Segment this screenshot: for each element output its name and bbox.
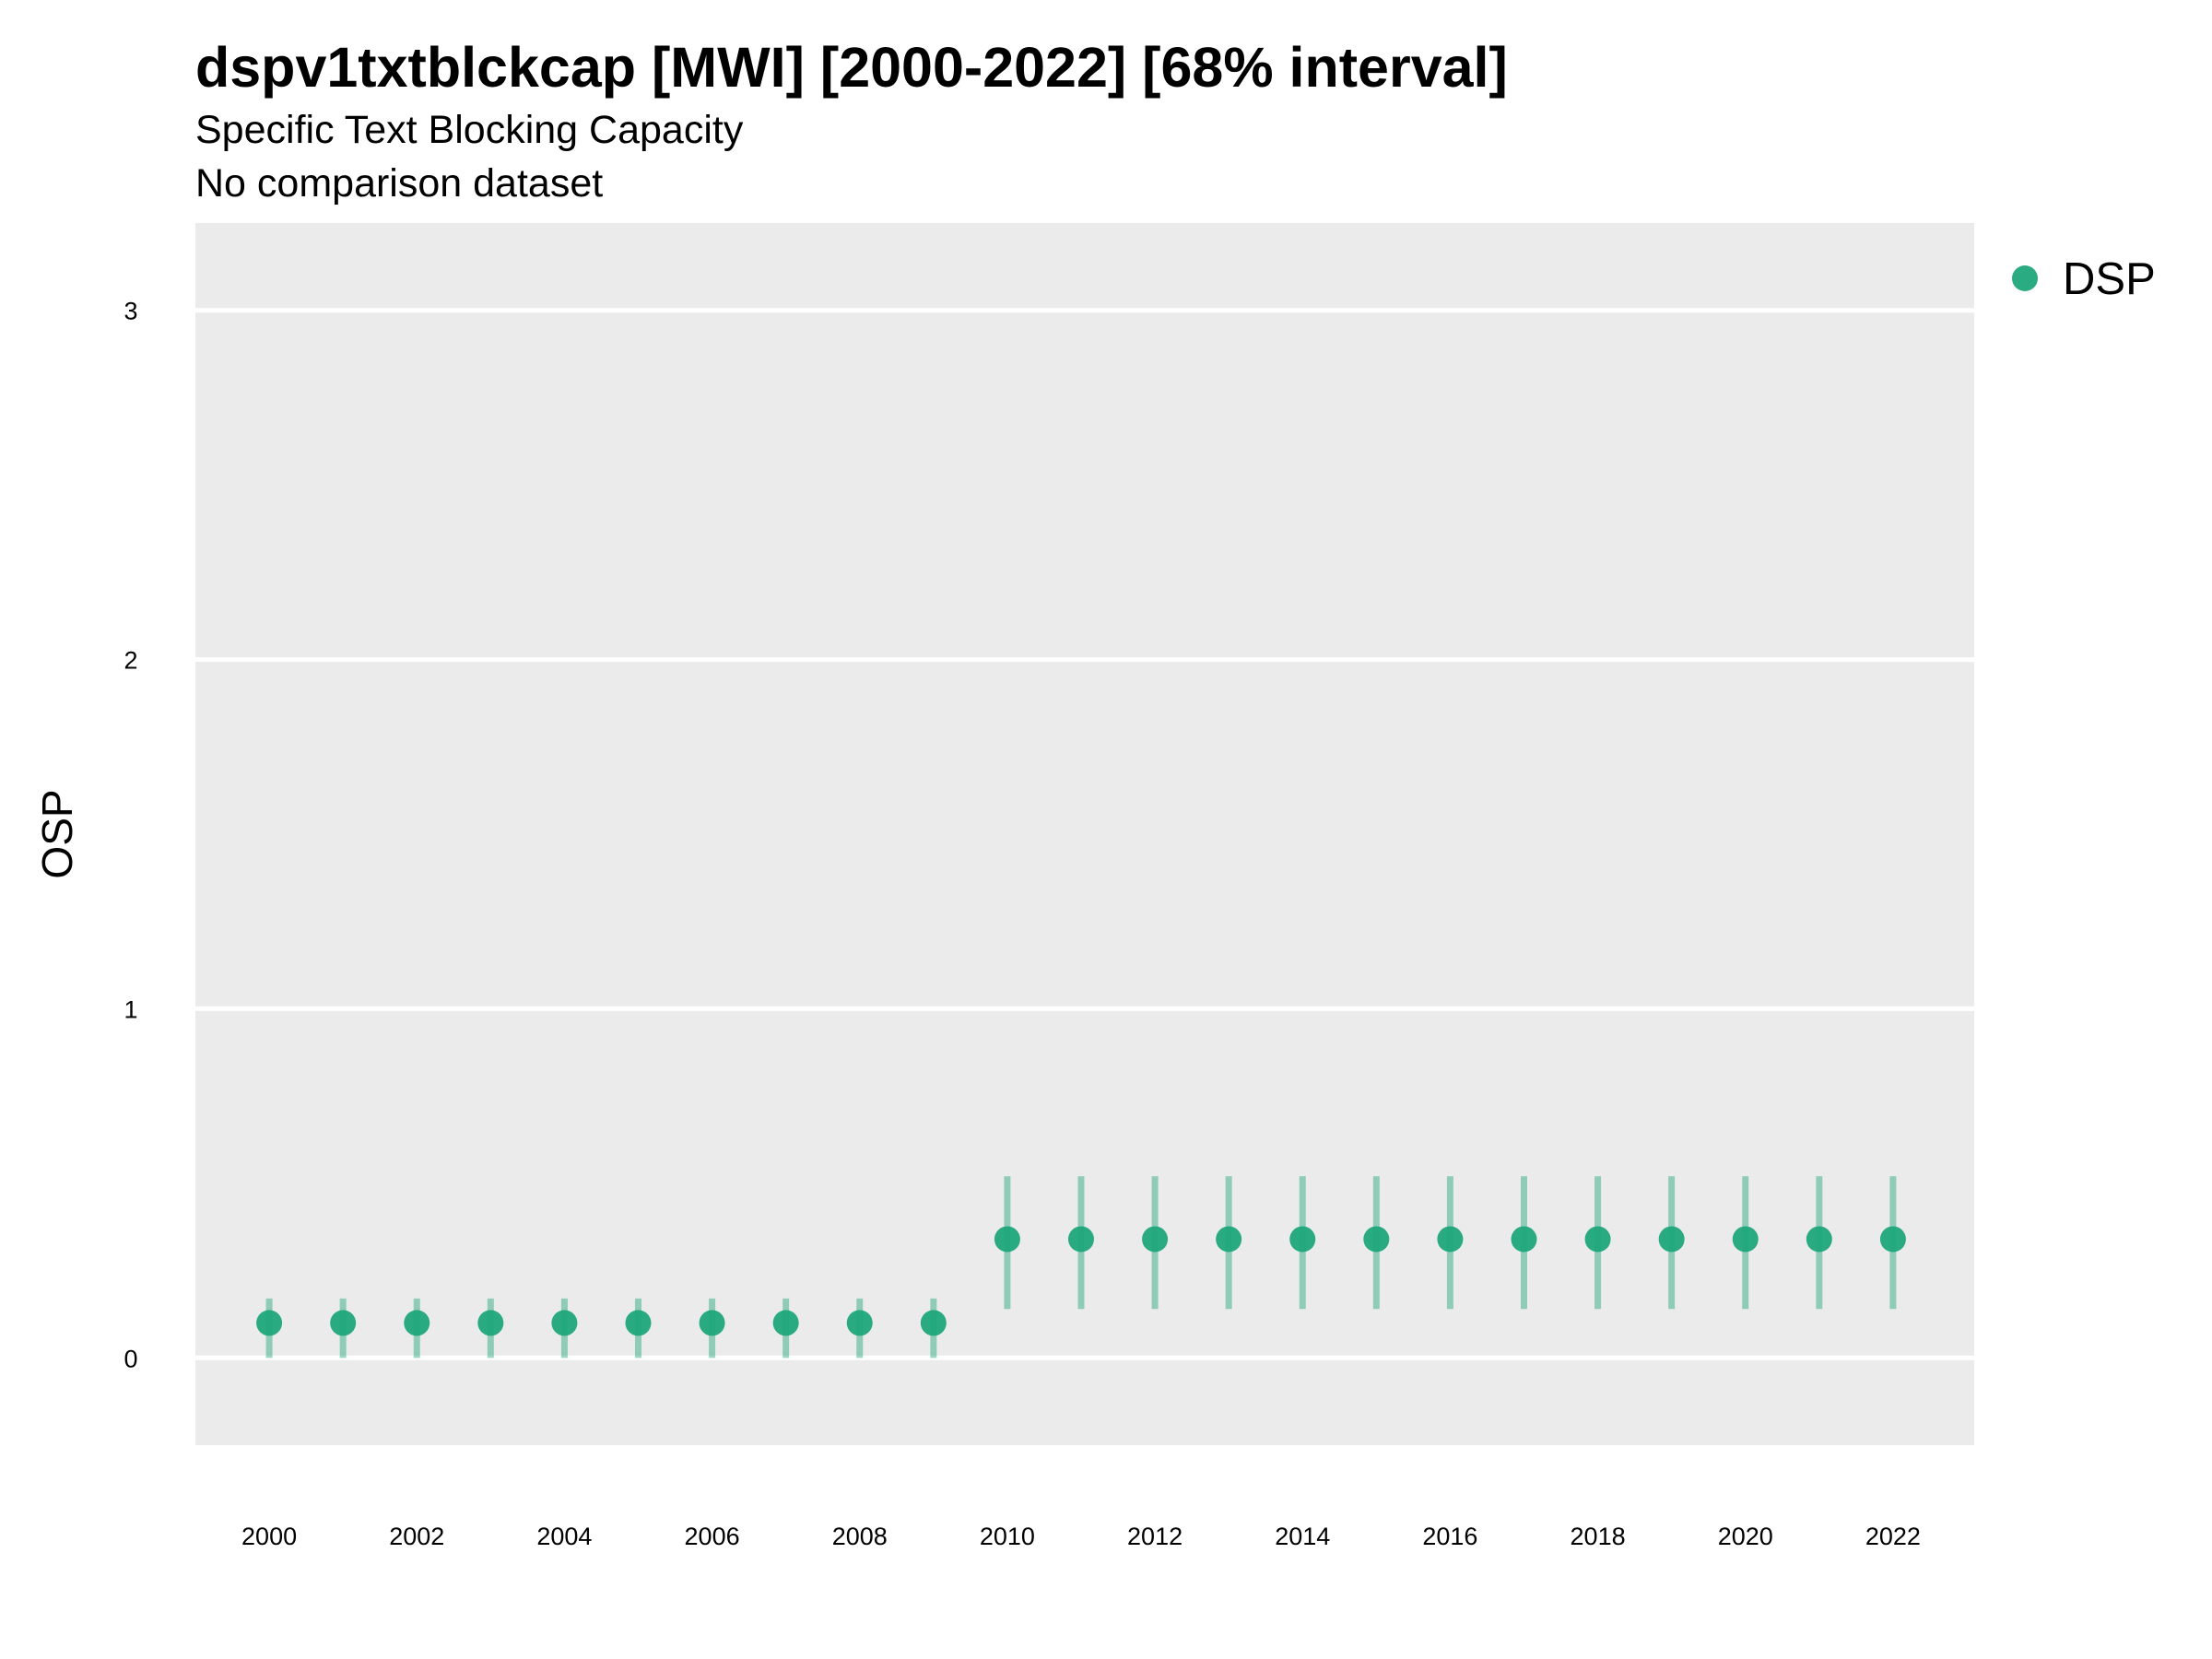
chart-title: dspv1txtblckcap [MWI] [2000-2022] [68% i… xyxy=(195,36,1508,99)
x-tick-label: 2020 xyxy=(1718,1523,1773,1550)
data-point xyxy=(1658,1226,1685,1253)
data-point xyxy=(1437,1226,1464,1253)
x-tick-label: 2006 xyxy=(685,1523,740,1550)
data-point xyxy=(1806,1226,1832,1253)
data-point xyxy=(330,1310,357,1336)
data-point xyxy=(551,1310,578,1336)
data-point xyxy=(1511,1226,1537,1253)
legend: DSP xyxy=(2012,254,2156,304)
y-tick-label: 3 xyxy=(124,298,137,325)
x-tick-label: 2010 xyxy=(980,1523,1035,1550)
data-point xyxy=(1879,1226,1906,1253)
data-point xyxy=(920,1310,947,1336)
data-point xyxy=(1584,1226,1611,1253)
x-tick-label: 2002 xyxy=(389,1523,444,1550)
x-tick-label: 2008 xyxy=(832,1523,888,1550)
legend-key xyxy=(2012,265,2038,291)
x-tick-label: 2014 xyxy=(1275,1523,1330,1550)
data-point xyxy=(846,1310,873,1336)
x-tick-label: 2018 xyxy=(1571,1523,1626,1550)
plot-panel xyxy=(195,223,1974,1445)
x-tick-label: 2016 xyxy=(1422,1523,1477,1550)
data-point xyxy=(256,1310,283,1336)
data-point xyxy=(404,1310,430,1336)
data-point xyxy=(1067,1226,1094,1253)
y-tick-label: 2 xyxy=(124,647,137,675)
data-point xyxy=(994,1226,1020,1253)
x-tick-labels: 2000 2002 2004 2006 2008 2010 2012 2014 2016 2018… xyxy=(241,1523,1921,1550)
data-point xyxy=(699,1310,725,1336)
series-layer xyxy=(256,1176,1906,1359)
y-tick-label: 1 xyxy=(124,995,137,1023)
y-tick-labels: 0 1 2 3 xyxy=(124,298,137,1373)
x-tick-label: 2022 xyxy=(1865,1523,1921,1550)
chart-subtitle: Specific Text Blocking Capacity xyxy=(195,108,744,152)
legend-label: DSP xyxy=(2063,254,2156,304)
x-tick-label: 2000 xyxy=(241,1523,297,1550)
data-point xyxy=(1732,1226,1759,1253)
data-point xyxy=(1289,1226,1316,1253)
data-point xyxy=(1363,1226,1390,1253)
y-tick-label: 0 xyxy=(124,1345,137,1372)
data-point xyxy=(1216,1226,1242,1253)
data-point xyxy=(1142,1226,1169,1253)
data-point xyxy=(625,1310,652,1336)
data-point xyxy=(772,1310,799,1336)
x-tick-label: 2004 xyxy=(536,1523,592,1550)
y-axis-label: OSP xyxy=(33,789,81,878)
chart-caption: No comparison dataset xyxy=(195,161,604,206)
x-tick-label: 2012 xyxy=(1127,1523,1182,1550)
data-point xyxy=(477,1310,504,1336)
grid-layer xyxy=(195,308,1974,1360)
